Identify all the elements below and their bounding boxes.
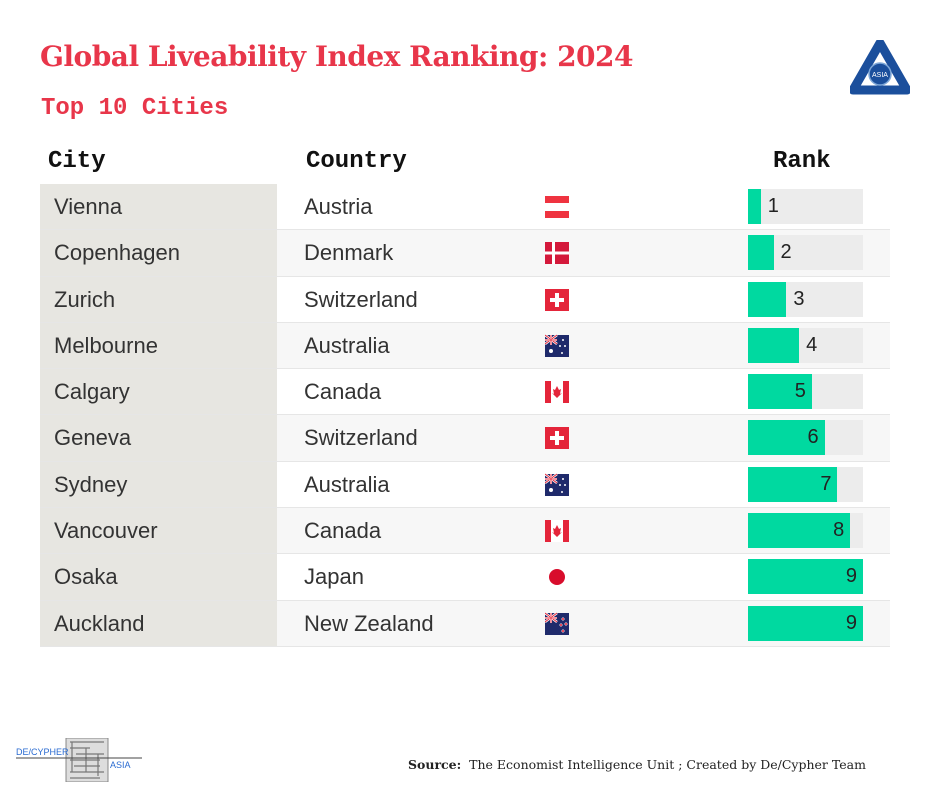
rank-bar — [748, 605, 863, 641]
city-cell: Vienna — [40, 184, 277, 230]
city-cell: Calgary — [40, 369, 277, 415]
table-row: Geneva Switzerland 6 — [40, 415, 890, 462]
table-row: Copenhagen Denmark 2 — [40, 230, 890, 277]
city-cell: Vancouver — [40, 508, 277, 554]
country-cell: Australia — [304, 471, 390, 497]
city-cell: Geneva — [40, 415, 277, 461]
country-cell: Canada — [304, 379, 382, 405]
chart-subtitle: Top 10 Cities — [41, 95, 229, 122]
rank-bar-track: 7 — [748, 466, 863, 502]
switzerland-flag-icon — [545, 427, 569, 450]
rank-bar — [748, 374, 812, 410]
table-row: Sydney Australia 7 — [40, 461, 890, 509]
country-cell: Switzerland — [304, 425, 418, 451]
rank-bar — [748, 281, 787, 317]
source-text: The Economist Intelligence Unit ; Create… — [469, 757, 866, 772]
rank-bar — [748, 466, 838, 502]
rank-bar — [748, 513, 851, 549]
asia-logo: ASIA — [850, 40, 910, 95]
city-cell: Osaka — [40, 554, 277, 600]
table-row: Zurich Switzerland 3 — [40, 276, 890, 323]
country-cell: New Zealand — [304, 610, 434, 636]
header-country: Country — [306, 148, 407, 175]
table-row: Auckland New Zealand 9 — [40, 600, 890, 647]
rank-bar-track: 8 — [748, 513, 863, 549]
rank-label: 8 — [833, 519, 845, 542]
new-zealand-flag-icon — [545, 611, 569, 635]
ranking-table: Vienna Austria 1 Copenhagen Denmark 2 Zuri… — [40, 184, 890, 647]
country-cell: Denmark — [304, 240, 394, 266]
city-cell: Melbourne — [40, 322, 277, 369]
rank-label: 7 — [820, 472, 832, 495]
rank-bar-track: 9 — [748, 605, 863, 641]
rank-bar-track: 5 — [748, 374, 863, 410]
rank-bar-track: 1 — [748, 189, 863, 224]
rank-bar-track: 3 — [748, 281, 863, 317]
rank-label: 1 — [767, 195, 779, 217]
decypher-logo: DE/CYPHER ASIA — [16, 738, 142, 782]
rank-bar-track: 6 — [748, 420, 863, 456]
city-cell: Zurich — [40, 276, 277, 322]
city-cell: Sydney — [40, 461, 277, 508]
austria-flag-icon — [545, 195, 569, 219]
table-row: Vancouver Canada 8 — [40, 508, 890, 555]
country-cell: Australia — [304, 332, 390, 358]
table-row: Osaka Japan 9 — [40, 554, 890, 601]
rank-bar-track: 9 — [748, 559, 863, 595]
svg-text:DE/CYPHER: DE/CYPHER — [16, 747, 69, 757]
rank-bar — [748, 235, 774, 271]
rank-label: 4 — [806, 333, 818, 356]
chart-title: Global Liveability Index Ranking: 2024 — [40, 40, 634, 73]
switzerland-flag-icon — [545, 288, 569, 311]
rank-label: 9 — [845, 565, 857, 588]
rank-bar — [748, 189, 761, 224]
rank-bar — [748, 559, 863, 595]
svg-text:ASIA: ASIA — [872, 72, 888, 79]
header-rank: Rank — [773, 148, 831, 175]
source-label: Source: — [408, 757, 462, 772]
country-cell: Canada — [304, 518, 382, 544]
rank-bar-track: 4 — [748, 327, 863, 363]
rank-bar-track: 2 — [748, 235, 863, 271]
rank-label: 6 — [807, 426, 819, 449]
rank-label: 2 — [780, 241, 792, 264]
country-cell: Austria — [304, 194, 373, 219]
denmark-flag-icon — [545, 242, 569, 265]
rank-bar — [748, 420, 825, 456]
table-row: Vienna Austria 1 — [40, 184, 890, 231]
rank-bar — [748, 327, 800, 363]
table-row: Melbourne Australia 4 — [40, 322, 890, 370]
source-note: Source: The Economist Intelligence Unit … — [408, 757, 866, 772]
svg-text:ASIA: ASIA — [110, 760, 131, 770]
city-cell: Copenhagen — [40, 230, 277, 276]
rank-label: 9 — [845, 611, 857, 634]
city-cell: Auckland — [40, 600, 277, 646]
country-cell: Japan — [304, 564, 364, 590]
japan-flag-icon — [549, 569, 565, 586]
canada-flag-icon — [545, 381, 569, 404]
canada-flag-icon — [545, 520, 569, 543]
australia-flag-icon — [545, 472, 569, 496]
country-cell: Switzerland — [304, 286, 418, 312]
rank-label: 3 — [793, 287, 805, 310]
australia-flag-icon — [545, 333, 569, 357]
table-row: Calgary Canada 5 — [40, 369, 890, 416]
header-city: City — [48, 148, 106, 175]
rank-label: 5 — [794, 380, 806, 403]
